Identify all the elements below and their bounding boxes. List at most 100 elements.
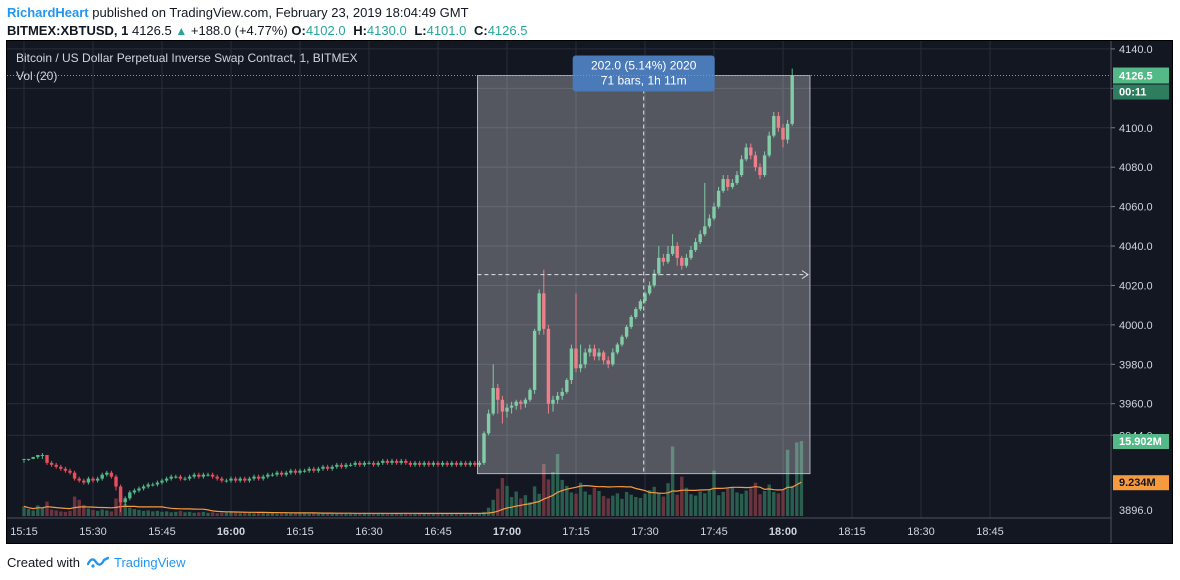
candle: [279, 470, 284, 477]
candle-body: [289, 470, 293, 473]
candle: [629, 315, 633, 329]
volume-bar: [289, 513, 293, 516]
candle-body: [647, 285, 652, 294]
volume-bar: [666, 483, 670, 516]
candle-body: [537, 293, 541, 331]
volume-bar: [560, 479, 564, 516]
volume-bar: [302, 512, 307, 516]
volume-bar: [339, 512, 344, 516]
candle-body: [427, 462, 431, 465]
high-label: H:: [353, 23, 367, 38]
candle: [463, 460, 468, 467]
volume-bar: [201, 511, 206, 516]
candle-body: [261, 476, 265, 479]
volume-bar: [210, 512, 215, 516]
candle: [758, 163, 762, 180]
candle: [229, 476, 233, 483]
open-label: O:: [291, 23, 306, 38]
volume-bar: [316, 513, 321, 516]
candle-body: [624, 326, 629, 337]
candle: [22, 458, 26, 463]
volume-bar: [620, 498, 624, 516]
candle-body: [123, 498, 127, 503]
candle-body: [629, 316, 633, 327]
publication-line: RichardHeart published on TradingView.co…: [7, 4, 1173, 22]
volume-bar: [160, 511, 164, 516]
volume-bar: [371, 513, 376, 516]
chart-frame[interactable]: 202.0 (5.14%) 2020 71 bars, 1h 11m 4140.0…: [6, 40, 1173, 544]
time-tick-label: 15:45: [148, 526, 176, 538]
candle: [77, 476, 81, 483]
volume-bar: [229, 511, 233, 516]
candle: [31, 456, 35, 459]
candle: [762, 151, 767, 178]
candle: [169, 474, 173, 481]
volume-bar: [187, 511, 192, 516]
candle-body: [160, 480, 164, 483]
volume-bar: [390, 513, 394, 516]
candle-body: [440, 462, 445, 465]
candle-body: [496, 387, 500, 400]
candle: [59, 464, 63, 471]
volume-ma-line: [23, 481, 802, 515]
candle-body: [680, 257, 684, 266]
volume-bar: [238, 513, 242, 516]
candle-body: [583, 352, 587, 365]
time-tick-label: 15:30: [79, 526, 107, 538]
volume-bar: [174, 511, 178, 516]
volume-bar: [592, 487, 597, 516]
axes: 4140.04120.04100.04080.04060.04040.04020…: [7, 41, 1172, 543]
candle: [601, 350, 606, 365]
candle: [431, 460, 436, 467]
volume-bar: [77, 499, 81, 516]
candle-body: [164, 478, 169, 481]
candle-body: [450, 462, 454, 465]
high-value: 4130.0: [366, 23, 407, 38]
volume-bar: [615, 493, 620, 516]
candle: [376, 460, 380, 467]
candle-body: [26, 458, 31, 460]
candle-body: [767, 135, 771, 156]
candle: [468, 460, 472, 467]
author-link[interactable]: RichardHeart: [7, 5, 89, 20]
candle: [45, 454, 49, 465]
volume-bar: [132, 509, 137, 516]
candle-body: [187, 476, 192, 479]
volume-bar: [49, 509, 54, 516]
tradingview-brand-link[interactable]: TradingView: [114, 555, 186, 570]
candle-body: [693, 242, 698, 250]
low-value: 4101.0: [426, 23, 467, 38]
candle: [703, 182, 707, 237]
volume-bar: [509, 497, 514, 516]
volume-indicator-label[interactable]: Vol (20): [16, 69, 58, 83]
candle-body: [95, 478, 100, 481]
candle: [592, 344, 597, 361]
candle: [422, 460, 426, 467]
candle-body: [72, 472, 77, 479]
candle: [523, 397, 528, 408]
candles: [22, 68, 794, 513]
footer: Created with TradingView: [7, 553, 186, 573]
time-tick-label: 17:00: [493, 526, 521, 538]
candle: [459, 460, 463, 467]
candle-body: [77, 478, 81, 481]
candle: [105, 470, 109, 477]
candle-body: [40, 454, 45, 456]
candle-body: [348, 464, 353, 466]
volume-bar: [413, 513, 417, 516]
candle: [565, 378, 569, 394]
candle: [54, 462, 58, 469]
candle-body: [657, 257, 661, 274]
candle-body: [560, 391, 564, 396]
candle-body: [588, 348, 592, 353]
candle: [583, 348, 587, 369]
candle-body: [109, 472, 114, 477]
candle-body: [132, 490, 137, 493]
volume-bar: [463, 513, 468, 516]
volume-bar: [606, 498, 610, 516]
volume-bar: [169, 512, 173, 516]
candle-body: [279, 472, 284, 475]
volume-bar: [762, 491, 767, 516]
candle-body: [293, 470, 298, 473]
